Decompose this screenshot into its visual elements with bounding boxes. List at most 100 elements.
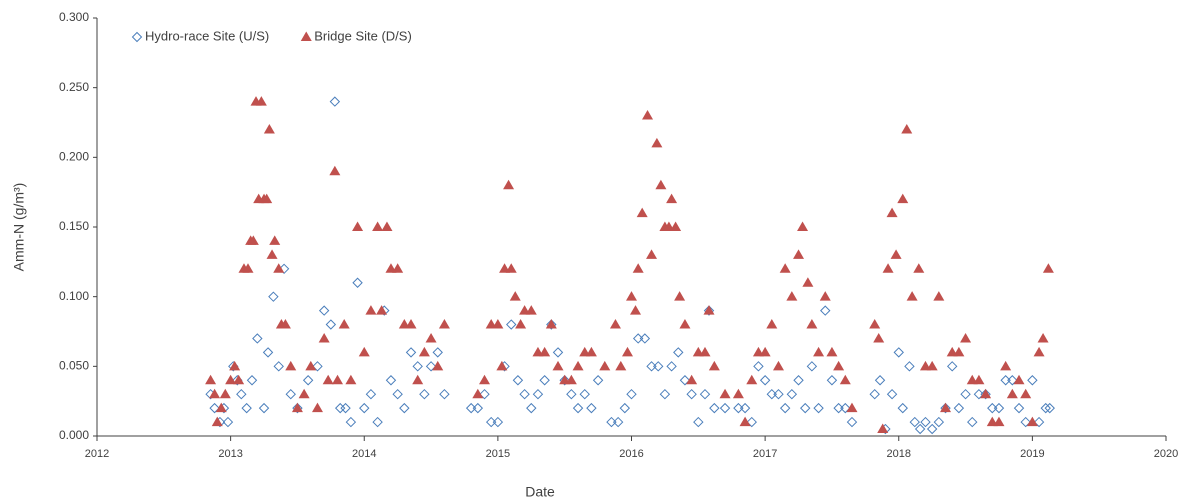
- y-tick-label: 0.250: [59, 80, 89, 94]
- point: [365, 388, 377, 400]
- point: [877, 423, 889, 434]
- y-tick-label: 0.200: [59, 150, 89, 164]
- point: [269, 235, 281, 245]
- point: [532, 388, 544, 400]
- point: [693, 416, 704, 428]
- x-tick-label: 2020: [1154, 448, 1178, 460]
- point: [268, 291, 279, 302]
- point: [786, 291, 798, 301]
- point: [806, 361, 818, 372]
- point: [786, 388, 798, 400]
- point: [766, 388, 778, 400]
- point: [298, 388, 310, 399]
- point: [1042, 263, 1054, 273]
- point: [439, 388, 450, 400]
- point: [222, 416, 234, 428]
- point: [412, 374, 424, 385]
- point: [653, 361, 664, 372]
- point: [305, 360, 317, 371]
- point: [953, 402, 965, 414]
- point: [472, 388, 484, 399]
- point: [279, 319, 291, 329]
- point: [278, 263, 290, 275]
- x-tick-label: 2018: [887, 448, 911, 460]
- point: [1040, 402, 1051, 414]
- y-tick-label: 0.150: [59, 219, 89, 233]
- y-tick-label: 0.300: [59, 10, 89, 24]
- point: [813, 402, 824, 414]
- point: [565, 374, 577, 385]
- point: [219, 388, 231, 399]
- point: [292, 402, 303, 414]
- point: [940, 402, 952, 413]
- point: [632, 333, 644, 344]
- point: [626, 291, 637, 301]
- point: [503, 179, 515, 190]
- point: [719, 402, 731, 414]
- point: [512, 375, 524, 386]
- point: [559, 375, 570, 386]
- point: [797, 221, 809, 231]
- point: [833, 360, 845, 371]
- point: [606, 416, 617, 428]
- point: [913, 263, 925, 273]
- point: [960, 332, 972, 343]
- point: [1000, 360, 1012, 371]
- point: [679, 319, 691, 329]
- point: [262, 347, 274, 358]
- point: [609, 319, 621, 329]
- point: [1037, 332, 1049, 343]
- point: [376, 305, 388, 315]
- point: [1044, 402, 1055, 414]
- point: [686, 374, 698, 385]
- y-axis-title: Amm-N (g/m³): [11, 183, 27, 272]
- point: [479, 388, 490, 400]
- y-tick-label: 0.000: [59, 428, 89, 442]
- point: [372, 221, 384, 231]
- point: [739, 416, 751, 427]
- point: [322, 374, 334, 385]
- point: [329, 96, 341, 107]
- point: [285, 360, 297, 371]
- point: [642, 110, 654, 120]
- point: [987, 402, 998, 414]
- point: [733, 402, 744, 414]
- point: [479, 374, 491, 385]
- point: [519, 388, 530, 400]
- point: [904, 361, 915, 372]
- point: [334, 402, 346, 414]
- point: [425, 361, 437, 372]
- point: [1013, 374, 1025, 385]
- point: [246, 375, 258, 386]
- point: [236, 388, 247, 400]
- point: [703, 305, 715, 315]
- point: [425, 332, 437, 343]
- point: [940, 402, 951, 414]
- point: [205, 374, 217, 385]
- point: [630, 305, 642, 315]
- point: [432, 360, 444, 371]
- point: [552, 360, 564, 371]
- point: [800, 402, 811, 414]
- point: [621, 346, 633, 357]
- x-tick-label: 2012: [85, 448, 109, 460]
- point: [703, 305, 715, 316]
- point: [886, 388, 898, 400]
- y-tick-label: 0.100: [59, 289, 89, 303]
- point: [318, 305, 330, 316]
- point: [273, 263, 285, 273]
- point: [819, 291, 831, 301]
- point: [839, 374, 851, 385]
- point: [893, 347, 904, 358]
- point: [572, 360, 584, 371]
- point: [960, 388, 971, 400]
- point: [340, 402, 351, 414]
- point: [263, 123, 275, 134]
- point: [651, 137, 663, 148]
- point: [1006, 388, 1018, 399]
- point: [247, 235, 259, 245]
- point: [897, 193, 909, 204]
- point: [515, 319, 527, 329]
- point: [492, 319, 504, 329]
